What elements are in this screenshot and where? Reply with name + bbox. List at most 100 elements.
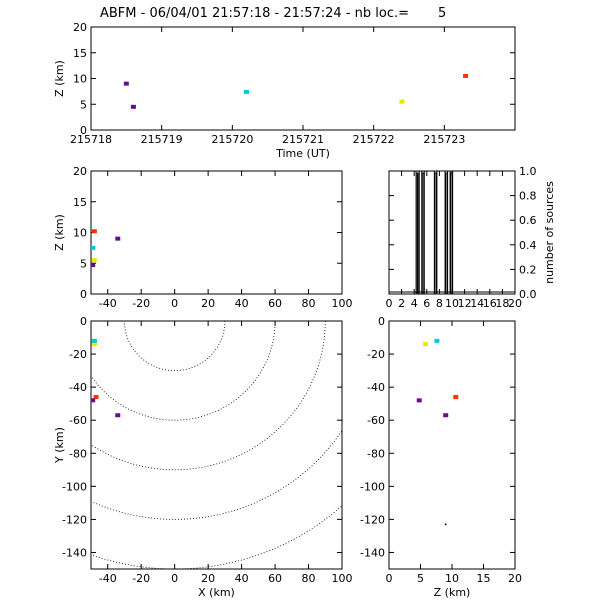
y-tick-label: 20 — [73, 21, 87, 34]
x-tick-label: 20 — [201, 572, 215, 585]
y-tick-label: -80 — [367, 447, 385, 460]
x-tick-label: 8 — [436, 297, 443, 310]
y-tick-label: 0.2 — [519, 263, 537, 276]
y-tick-label: 20 — [73, 165, 87, 178]
y-axis-label: Z (km) — [53, 214, 66, 251]
y-tick-label: 0 — [80, 288, 87, 301]
y-axis-label: Y (km) — [53, 427, 66, 464]
histogram-bin — [434, 172, 437, 294]
x-tick-label: 5 — [417, 572, 424, 585]
x-tick-label: 60 — [268, 297, 282, 310]
plot-time-z: 215718 215719 215720 215721 215722 215723 0 5 10… — [53, 21, 516, 160]
y-tick-label: 15 — [73, 47, 87, 60]
y-tick-label: -40 — [367, 381, 385, 394]
data-point — [91, 229, 97, 234]
x-axis-label: Z (km) — [434, 586, 471, 599]
y-tick-label: -120 — [62, 513, 87, 526]
data-point — [91, 245, 96, 250]
x-tick-label: 16 — [483, 297, 497, 310]
plot-area — [91, 321, 342, 569]
y-axis-label: Z (km) — [53, 60, 66, 97]
y-tick-label: -100 — [62, 480, 87, 493]
data-point — [115, 413, 121, 418]
data-point — [130, 104, 136, 109]
y-tick-label: 0.6 — [519, 214, 537, 227]
y-tick-label: -120 — [360, 513, 385, 526]
y-tick-label: 15 — [73, 196, 87, 209]
x-tick-label: 100 — [332, 297, 353, 310]
x-axis-label: Time (UT) — [275, 147, 330, 160]
plot-area — [416, 338, 459, 526]
data-point — [453, 395, 459, 400]
y-tick-label: 0 — [378, 315, 385, 328]
data-point — [423, 342, 429, 347]
x-tick-label: 0 — [171, 572, 178, 585]
plot-frame — [388, 320, 516, 570]
x-tick-label: 0 — [171, 297, 178, 310]
x-tick-label: 215718 — [70, 133, 112, 146]
y-tick-label: 10 — [73, 73, 87, 86]
x-tick-label: -20 — [132, 572, 150, 585]
y-tick-label: -80 — [69, 447, 87, 460]
plot-frame — [90, 320, 343, 570]
x-tick-label: 100 — [332, 572, 353, 585]
y-tick-label: 0.8 — [519, 190, 537, 203]
plot-x-z: -40 -20 0 20 40 60 80 100 0 5 10 15 20 Z (km) — [53, 165, 353, 310]
x-axis-label: X (km) — [198, 586, 235, 599]
figure-title: ABFM - 06/04/01 21:57:18 - 21:57:24 - nb… — [100, 6, 446, 21]
y-tick-label: 0 — [80, 315, 87, 328]
plot-frame — [90, 26, 516, 131]
data-point — [123, 81, 129, 86]
x-tick-label: 15 — [477, 572, 491, 585]
data-point — [434, 338, 440, 343]
y-axis-label: number of sources — [543, 181, 556, 284]
x-tick-label: 6 — [423, 297, 430, 310]
histogram-bin — [416, 172, 419, 294]
data-point — [416, 398, 422, 403]
x-tick-label: -40 — [99, 572, 117, 585]
data-point — [91, 258, 97, 263]
x-tick-label: 20 — [508, 572, 522, 585]
y-tick-label: -20 — [69, 348, 87, 361]
x-tick-label: 10 — [445, 572, 459, 585]
x-tick-label: 215722 — [353, 133, 395, 146]
x-tick-label: 215721 — [282, 133, 324, 146]
x-tick-label: -20 — [132, 297, 150, 310]
plot-area — [91, 229, 121, 268]
data-point — [93, 395, 99, 400]
y-tick-label: -60 — [367, 414, 385, 427]
x-tick-label: 215723 — [423, 133, 465, 146]
plot-frame — [90, 170, 343, 295]
data-point — [91, 342, 97, 347]
data-point — [115, 236, 121, 241]
x-tick-label: -40 — [99, 297, 117, 310]
range-ring — [91, 321, 276, 421]
x-tick-label: 60 — [268, 572, 282, 585]
y-tick-label: 5 — [80, 98, 87, 111]
data-point — [91, 263, 96, 268]
y-tick-label: -140 — [62, 546, 87, 559]
data-point — [399, 99, 405, 104]
x-tick-label: 12 — [458, 297, 472, 310]
x-tick-label: 20 — [508, 297, 522, 310]
data-point — [91, 398, 96, 403]
data-point — [443, 413, 449, 418]
range-ring — [124, 321, 226, 371]
y-tick-label: 1.0 — [519, 165, 537, 178]
y-tick-label: -140 — [360, 546, 385, 559]
x-tick-label: 18 — [495, 297, 509, 310]
x-tick-label: 20 — [201, 297, 215, 310]
y-tick-label: -40 — [69, 381, 87, 394]
y-tick-label: -100 — [360, 480, 385, 493]
x-tick-label: 14 — [470, 297, 484, 310]
x-tick-label: 80 — [302, 572, 316, 585]
x-tick-label: 0 — [386, 572, 393, 585]
x-tick-label: 40 — [235, 297, 249, 310]
x-tick-label: 2 — [398, 297, 405, 310]
x-tick-label: 215720 — [211, 133, 253, 146]
x-tick-label: 215719 — [141, 133, 183, 146]
x-tick-label: 0 — [386, 297, 393, 310]
plot-z-y: 0 5 10 15 20 0 -20 -40 -60 -80 -100 -120 -140 Z (km) — [360, 315, 522, 599]
